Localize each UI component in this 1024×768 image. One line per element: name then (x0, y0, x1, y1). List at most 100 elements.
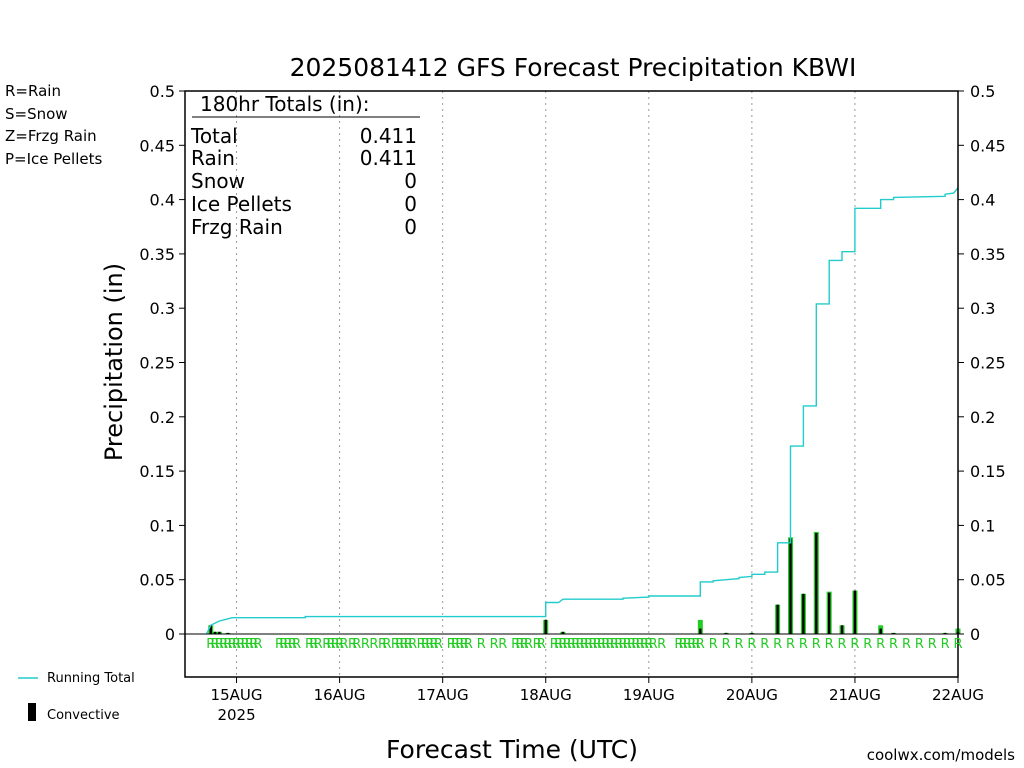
y-tick-label: 0.3 (150, 299, 175, 318)
precip-bar (697, 619, 703, 634)
convective-bar (802, 593, 805, 634)
precip-type-mark: R (567, 637, 576, 652)
precip-type-mark: R (747, 637, 756, 652)
convective-bar (544, 619, 547, 634)
y-tick-label-right: 0.2 (970, 408, 995, 427)
precip-type-mark: R (434, 637, 443, 652)
precip-type-mark: R (378, 637, 387, 652)
precip-type-mark: R (348, 637, 357, 652)
convective-bar (815, 533, 818, 634)
precip-type-mark: R (649, 637, 658, 652)
precip-type-mark: R (215, 637, 224, 652)
totals-value-rain: 0.411 (360, 146, 417, 170)
totals-box: 180hr Totals (in): Total 0.411 Rain 0.41… (190, 92, 420, 239)
precip-type-mark: R (211, 637, 220, 652)
series-legend: Running Total Convective (18, 671, 135, 723)
precip-type-mark: R (352, 637, 361, 652)
precip-type-mark: R (331, 637, 340, 652)
y-tick-label: 0.2 (150, 408, 175, 427)
precip-type-mark: R (576, 637, 585, 652)
precip-type-mark: R (614, 637, 623, 652)
precip-type-mark: R (683, 637, 692, 652)
x-tick-label: 19AUG (623, 686, 675, 704)
precip-type-mark: R (674, 637, 683, 652)
precip-type-mark: R (558, 637, 567, 652)
precip-type-mark: R (322, 637, 331, 652)
convective-bar (827, 592, 831, 634)
precip-type-mark: R (511, 637, 520, 652)
precip-type-mark: R (679, 637, 688, 652)
precip-type-mark: R (597, 637, 606, 652)
precip-type-mark: R (335, 637, 344, 652)
totals-label-frzg-rain: Frzg Rain (191, 215, 283, 239)
precip-type-mark: R (610, 637, 619, 652)
totals-value-total: 0.411 (360, 124, 417, 148)
precip-type-mark: R (773, 637, 782, 652)
precip-type-mark: R (223, 637, 232, 652)
precip-type-mark: R (889, 637, 898, 652)
y-tick-label-right: 0.4 (970, 191, 995, 210)
x-tick-label: 18AUG (520, 686, 572, 704)
x-tick-label: 16AUG (314, 686, 366, 704)
precip-type-mark: R (580, 637, 589, 652)
precip-type-mark: R (915, 637, 924, 652)
precip-type-mark: R (734, 637, 743, 652)
convective-bar (776, 604, 779, 634)
y-tick-label-right: 0.1 (970, 516, 995, 535)
precip-type-mark: R (425, 637, 434, 652)
y-tick-label-right: 0.35 (970, 245, 1006, 264)
precip-type-mark: R (249, 637, 258, 652)
y-tick-label: 0.45 (139, 136, 175, 155)
y-tick-label: 0.35 (139, 245, 175, 264)
precip-type-mark: R (537, 637, 546, 652)
convective-bar (561, 631, 565, 634)
totals-label-rain: Rain (191, 146, 235, 170)
precip-type-mark: R (640, 637, 649, 652)
convective-bar (218, 631, 221, 634)
y-tick-label: 0.05 (139, 571, 175, 590)
x-tick-label: 17AUG (417, 686, 469, 704)
precip-type-mark: R (408, 637, 417, 652)
precip-type-mark: R (563, 637, 572, 652)
precip-type-mark: R (447, 637, 456, 652)
convective-bar (750, 632, 754, 634)
x-tick-label: 22AUG (932, 686, 984, 704)
convective-bar (226, 632, 230, 634)
totals-label-snow: Snow (191, 169, 245, 193)
legend-ice-pellets: P=Ice Pellets (5, 150, 102, 168)
convective-bar (879, 628, 882, 634)
precip-type-legend: R=Rain S=Snow Z=Frzg Rain P=Ice Pellets (5, 82, 102, 168)
precip-type-mark: R (623, 637, 632, 652)
precip-type-mark: R (279, 637, 288, 652)
precip-type-mark: R (631, 637, 640, 652)
precip-type-mark: R (584, 637, 593, 652)
y-tick-label: 0.5 (150, 82, 175, 101)
precip-type-mark: R (284, 637, 293, 652)
precip-type-mark: R (451, 637, 460, 652)
y-tick-label-right: 0.45 (970, 136, 1006, 155)
precip-type-mark: R (687, 637, 696, 652)
precip-type-mark: R (838, 637, 847, 652)
precip-type-mark: R (601, 637, 610, 652)
precip-type-mark: R (550, 637, 559, 652)
precip-type-mark: R (619, 637, 628, 652)
y-tick-label-right: 0.5 (970, 82, 995, 101)
precip-bars (208, 531, 961, 634)
precip-type-mark: R (292, 637, 301, 652)
precip-type-mark: R (455, 637, 464, 652)
convective-bar (724, 632, 728, 634)
y-tick-label: 0 (165, 625, 175, 644)
precip-type-mark: R (498, 637, 507, 652)
convective-bar (943, 632, 947, 634)
y-tick-label-right: 0.25 (970, 354, 1006, 373)
legend-running-total: Running Total (47, 671, 135, 686)
x-tick-sublabel: 2025 (217, 706, 255, 724)
precip-type-mark: R (593, 637, 602, 652)
convective-bar (892, 632, 895, 634)
precip-type-mark: R (863, 637, 872, 652)
x-gridlines (236, 91, 856, 677)
precip-type-mark: R (657, 637, 666, 652)
precip-type-mark: R (953, 637, 962, 652)
precip-type-mark: R (253, 637, 262, 652)
precip-type-mark: R (786, 637, 795, 652)
